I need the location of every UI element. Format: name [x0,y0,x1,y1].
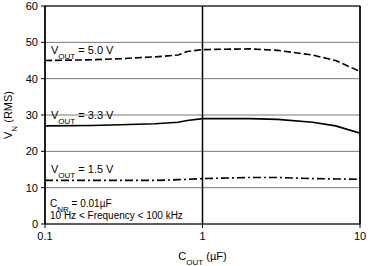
plot-frame [45,6,360,224]
y-tick-label: 20 [26,145,38,157]
x-tick-label: 0.1 [37,230,52,242]
y-tick [41,224,45,225]
y-tick [41,187,45,188]
y-tick [41,42,45,43]
x-tick-label: 10 [354,230,366,242]
y-tick-label: 50 [26,36,38,48]
series-group [45,49,360,181]
x-tick-label: 1 [199,230,205,242]
series-line [45,177,360,180]
y-tick-label: 10 [26,182,38,194]
x-tick [202,224,203,228]
y-axis-label: VN (RMS) [2,91,19,139]
y-tick-label: 0 [32,218,38,230]
y-tick-label: 30 [26,109,38,121]
y-tick-label: 60 [26,0,38,12]
chart: 0 10 20 30 40 50 60 0.1 1 10 COUT (µF) VN (RMS) VOUT… [0,0,373,266]
y-tick [41,151,45,152]
x-grid-line [202,6,204,224]
y-tick [41,6,45,7]
series-label: VOUT = 1.5 V [51,163,114,180]
y-tick-label: 40 [26,73,38,85]
series-label: VOUT = 3.3 V [51,109,114,126]
x-tick [45,224,46,228]
x-tick [360,224,361,228]
x-axis-label: COUT (µF) [178,250,226,266]
series-label: VOUT = 5.0 V [51,44,114,61]
y-tick [41,78,45,79]
y-tick [41,115,45,116]
annotation: 10 Hz < Frequency < 100 kHz [50,210,183,221]
